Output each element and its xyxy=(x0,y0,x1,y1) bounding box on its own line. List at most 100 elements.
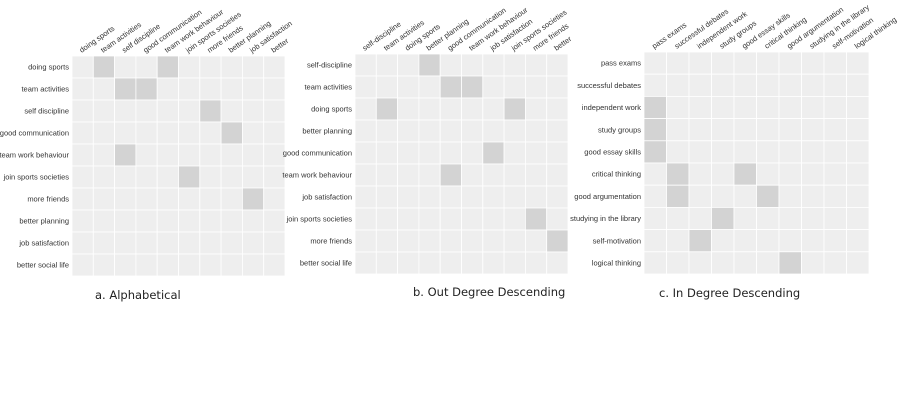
matrix-cell xyxy=(114,99,137,123)
matrix-cell xyxy=(375,119,398,143)
row-label: good essay skills xyxy=(584,148,641,157)
matrix-cell xyxy=(778,51,802,75)
matrix-cell xyxy=(439,53,462,77)
matrix-cell xyxy=(375,53,398,77)
matrix-cell xyxy=(354,229,377,253)
matrix-cell xyxy=(756,51,780,75)
matrix-cell xyxy=(756,96,780,120)
matrix-cell xyxy=(482,53,505,77)
matrix-cell-filled xyxy=(114,143,137,167)
matrix-cell xyxy=(756,251,780,275)
matrix-cell xyxy=(220,231,243,255)
matrix-cell xyxy=(241,77,265,101)
matrix-cell xyxy=(711,229,735,253)
row-label: team work behaviour xyxy=(282,171,352,180)
matrix-cell xyxy=(114,187,137,211)
matrix-cell xyxy=(823,184,847,208)
matrix-cell xyxy=(71,99,94,123)
matrix-cell xyxy=(503,229,526,253)
matrix-cell xyxy=(418,185,441,209)
matrix-cell xyxy=(92,99,116,123)
matrix-cell xyxy=(220,77,243,101)
matrix-cell-filled xyxy=(711,206,735,230)
row-label: better social life xyxy=(300,259,352,268)
matrix-cell xyxy=(801,251,825,275)
matrix-cell xyxy=(666,73,690,97)
matrix-cell xyxy=(756,206,780,230)
matrix-cell xyxy=(778,206,802,230)
matrix-cell xyxy=(756,118,780,142)
matrix-cell xyxy=(156,99,179,123)
matrix-cell xyxy=(156,121,179,145)
matrix-cell xyxy=(666,140,690,164)
matrix-cell xyxy=(643,251,667,275)
matrix-cell xyxy=(375,251,398,275)
matrix-cell xyxy=(439,141,462,165)
matrix-cell xyxy=(92,121,116,145)
matrix-cell xyxy=(439,185,462,209)
matrix-cell xyxy=(199,165,222,189)
row-label: successful debates xyxy=(577,81,641,90)
row-label: good communication xyxy=(283,149,352,158)
matrix-cell xyxy=(846,229,870,253)
matrix-cell xyxy=(156,209,179,233)
matrix-cell xyxy=(178,253,201,277)
matrix-cell xyxy=(263,77,286,101)
matrix-cell xyxy=(461,97,484,121)
matrix-cell xyxy=(114,121,137,145)
matrix-cell xyxy=(397,163,420,187)
matrix-cell xyxy=(733,206,757,230)
matrix-cell xyxy=(375,185,398,209)
matrix-cell xyxy=(688,184,712,208)
row-label: job satisfaction xyxy=(18,239,69,248)
matrix-cell xyxy=(354,97,377,121)
matrix-cell xyxy=(135,209,158,233)
matrix-cell xyxy=(801,140,825,164)
matrix-cell xyxy=(461,229,484,253)
matrix-cell xyxy=(263,253,286,277)
matrix-cell xyxy=(756,229,780,253)
matrix-cell xyxy=(92,209,116,233)
row-label: team activities xyxy=(304,83,352,92)
matrix-cell xyxy=(733,140,757,164)
matrix-cell xyxy=(439,119,462,143)
row-label: independent work xyxy=(582,103,641,112)
matrix-cell xyxy=(199,209,222,233)
matrix-cell xyxy=(439,251,462,275)
row-label: good communication xyxy=(0,129,69,138)
matrix-cell xyxy=(156,143,179,167)
matrix-cell xyxy=(823,206,847,230)
matrix-cell xyxy=(643,162,667,186)
matrix-cell xyxy=(846,51,870,75)
matrix-cell xyxy=(756,73,780,97)
matrix-cell xyxy=(354,185,377,209)
matrix-cell xyxy=(823,96,847,120)
matrix-cell-filled xyxy=(220,121,243,145)
matrix-cell xyxy=(375,75,398,99)
row-label: better planning xyxy=(302,127,352,136)
matrix-cell-filled xyxy=(178,165,201,189)
matrix-cell xyxy=(503,75,526,99)
matrix-cell xyxy=(778,162,802,186)
matrix-cell xyxy=(418,75,441,99)
matrix-cell xyxy=(375,141,398,165)
matrix-cell xyxy=(220,143,243,167)
matrix-cell xyxy=(666,206,690,230)
matrix-cell-filled xyxy=(525,207,548,231)
matrix-cell xyxy=(418,207,441,231)
matrix-cell xyxy=(135,55,158,79)
matrix-cell xyxy=(220,165,243,189)
matrix-cell xyxy=(503,207,526,231)
matrix-cell xyxy=(461,53,484,77)
matrix-cell xyxy=(71,187,94,211)
row-label: join sports societies xyxy=(3,173,70,182)
matrix-cell xyxy=(711,162,735,186)
matrix-cell xyxy=(178,99,201,123)
matrix-cell xyxy=(643,229,667,253)
matrix-cell xyxy=(666,229,690,253)
matrix-cell-filled xyxy=(439,75,462,99)
matrix-cell xyxy=(220,99,243,123)
matrix-cell xyxy=(397,251,420,275)
matrix-cell-filled xyxy=(92,55,116,79)
